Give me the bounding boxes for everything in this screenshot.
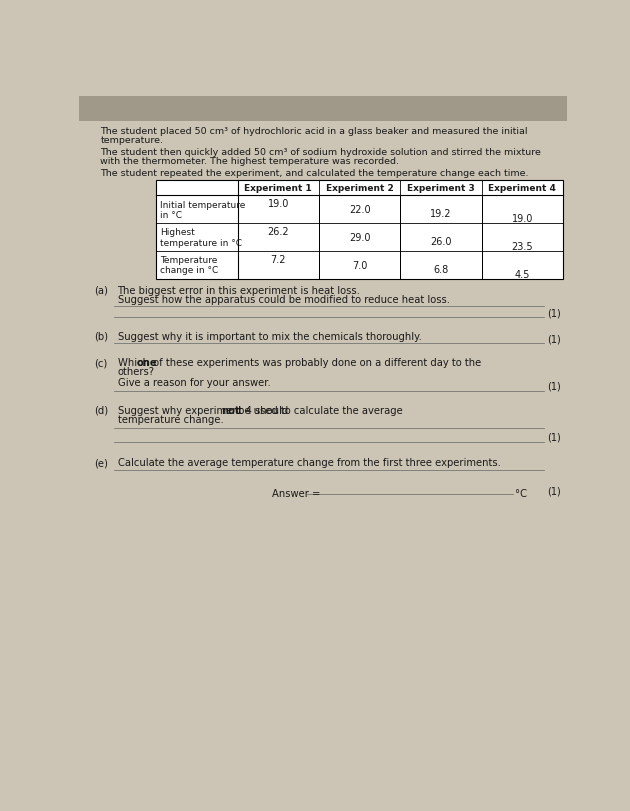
Text: 29.0: 29.0 [349,233,370,242]
Text: Highest
temperature in °C: Highest temperature in °C [160,228,242,247]
Text: (1): (1) [547,307,561,318]
Text: Suggest why experiment 4 should: Suggest why experiment 4 should [118,406,291,415]
Text: (e): (e) [94,457,108,468]
Text: Experiment 1: Experiment 1 [244,184,312,193]
Text: temperature change.: temperature change. [118,414,223,424]
Text: The biggest error in this experiment is heat loss.: The biggest error in this experiment is … [118,285,360,295]
Text: Calculate the average temperature change from the first three experiments.: Calculate the average temperature change… [118,457,500,468]
Text: 22.0: 22.0 [349,205,370,215]
Text: 7.2: 7.2 [270,255,286,264]
Text: 26.0: 26.0 [430,237,452,247]
Text: one: one [137,358,158,367]
Text: not: not [221,406,240,415]
Text: 6.8: 6.8 [433,264,449,274]
Text: Answer =: Answer = [273,488,324,499]
Text: Suggest how the apparatus could be modified to reduce heat loss.: Suggest how the apparatus could be modif… [118,294,449,305]
Text: (1): (1) [547,381,561,392]
Text: (c): (c) [94,358,108,367]
Text: Temperature
change in °C: Temperature change in °C [160,255,219,275]
Text: 19.2: 19.2 [430,209,452,219]
Text: (d): (d) [94,406,108,415]
Bar [156,181,563,279]
Text: (1): (1) [547,334,561,344]
Text: 19.0: 19.0 [512,214,533,224]
Text: 23.5: 23.5 [512,242,533,251]
Text: with the thermometer. The highest temperature was recorded.: with the thermometer. The highest temper… [100,157,399,166]
Text: 26.2: 26.2 [268,226,289,237]
Text: others?: others? [118,367,154,377]
Text: (a): (a) [94,285,108,295]
Text: Suggest why it is important to mix the chemicals thoroughly.: Suggest why it is important to mix the c… [118,332,421,341]
Text: Give a reason for your answer.: Give a reason for your answer. [118,378,270,388]
Text: Experiment 2: Experiment 2 [326,184,394,193]
Text: of these experiments was probably done on a different day to the: of these experiments was probably done o… [150,358,481,367]
Text: Initial temperature
in °C: Initial temperature in °C [160,200,246,220]
Text: 4.5: 4.5 [515,269,530,279]
Text: (b): (b) [94,332,108,341]
Text: temperature.: temperature. [100,135,163,144]
Text: 19.0: 19.0 [268,199,289,209]
Text: (1): (1) [547,432,561,442]
Text: 7.0: 7.0 [352,260,367,270]
Text: The student placed 50 cm³ of hydrochloric acid in a glass beaker and measured th: The student placed 50 cm³ of hydrochlori… [100,127,528,135]
Text: °C: °C [515,488,527,499]
Text: (1): (1) [547,486,561,496]
Text: Experiment 4: Experiment 4 [488,184,556,193]
Bar [79,97,567,122]
Text: Experiment 3: Experiment 3 [407,184,475,193]
Text: Which: Which [118,358,152,367]
Text: The student then quickly added 50 cm³ of sodium hydroxide solution and stirred t: The student then quickly added 50 cm³ of… [100,148,541,157]
Text: be used to calculate the average: be used to calculate the average [234,406,403,415]
Text: The student repeated the experiment, and calculated the temperature change each : The student repeated the experiment, and… [100,169,529,178]
